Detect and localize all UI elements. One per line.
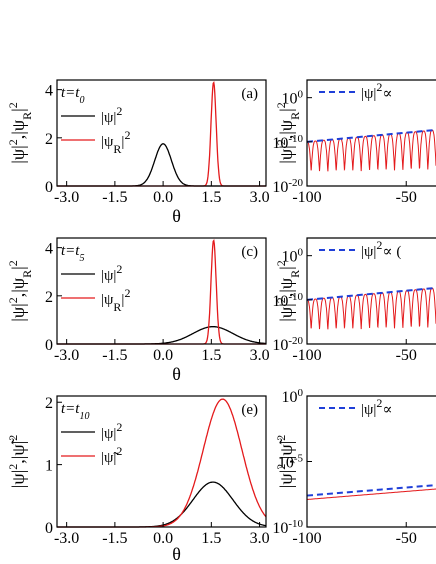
x-tick-label: -50 (396, 530, 417, 547)
y-tick-label: 1 (45, 458, 53, 475)
panel-a: -3.0 -1.5 0.0 1.5 3.0 0 2 4 θ |ψ|2,|ψR|2 t=t0 (a) |ψ… (6, 79, 270, 226)
series-line-psi (57, 481, 267, 528)
x-tick-label: -3.0 (54, 347, 79, 364)
plot-frame (306, 79, 436, 187)
y-tick-label: 0 (45, 179, 53, 196)
legend-label: |ψR|2 (101, 128, 130, 156)
x-tick-label: -100 (292, 189, 321, 206)
y-axis-label: |ψ|2,|ψ̃|2 (6, 435, 28, 489)
x-tick-label: -50 (396, 347, 417, 364)
series-line-red (307, 488, 436, 500)
plot-frame (56, 237, 267, 345)
x-tick-label: -50 (396, 189, 417, 206)
y-tick-label: 0 (45, 337, 53, 354)
x-tick-label: 3.0 (250, 530, 270, 547)
series-line-envelope (306, 286, 436, 301)
x-tick-label: -100 (292, 530, 321, 547)
plot-frame (306, 237, 436, 345)
x-axis-label: θ (172, 544, 181, 564)
y-tick-label: 0 (45, 520, 53, 537)
panel-e: -3.0 -1.5 0.0 1.5 3.0 0 1 2 θ |ψ|2,|ψ̃|2 t=t10 (e) |… (6, 395, 270, 564)
x-tick-label: 1.5 (201, 530, 221, 547)
series-line-red (307, 129, 436, 172)
legend-label: |ψ̃|2 (101, 444, 122, 466)
x-tick-label: 3.0 (250, 347, 270, 364)
x-tick-label: -1.5 (102, 347, 127, 364)
time-label: t=t10 (61, 401, 89, 422)
series-line-envelope (306, 484, 436, 497)
series-line-red (307, 287, 436, 330)
y-axis-label: |ψ|2,|ψR|2 (6, 260, 34, 322)
y-axis-label: |ψ|2,|ψR|2 (274, 260, 302, 322)
x-tick-label: -1.5 (102, 530, 127, 547)
series-line-envelope (306, 128, 436, 143)
x-tick-label: -100 (292, 347, 321, 364)
x-tick-label: 0.0 (153, 347, 173, 364)
time-label: t=t5 (61, 243, 84, 264)
x-tick-label: 1.5 (201, 347, 221, 364)
y-tick-label: 2 (45, 289, 53, 306)
series-line-psi2 (57, 238, 266, 345)
x-axis-label: θ (172, 364, 181, 384)
legend-label: |ψ|2 (101, 262, 122, 284)
x-tick-label: 0.0 (153, 530, 173, 547)
y-axis-label: |ψ|2,|ψR|2 (274, 102, 302, 164)
x-axis-label: θ (172, 206, 181, 226)
x-tick-label: -3.0 (54, 530, 79, 547)
y-tick-label: 4 (45, 241, 53, 258)
panel-tag: (e) (241, 402, 258, 418)
legend-label: |ψ|2∝ (361, 396, 393, 418)
plot-frame (56, 79, 267, 187)
legend-label: |ψ|2∝ (361, 80, 393, 102)
time-label: t=t0 (61, 85, 84, 106)
legend-label: |ψ|2∝ ( (361, 238, 401, 260)
y-tick-label: 2 (45, 395, 53, 412)
x-tick-label: 1.5 (201, 189, 221, 206)
panel-tag: (a) (241, 86, 258, 102)
x-tick-label: -1.5 (102, 189, 127, 206)
panel-tag: (c) (241, 244, 258, 260)
y-tick-label: 4 (45, 83, 53, 100)
series-line-psi (57, 143, 266, 187)
x-tick-label: -3.0 (54, 189, 79, 206)
y-axis-label: |ψ|2,|ψ̃|2 (274, 435, 296, 489)
legend-label: |ψR|2 (101, 286, 130, 314)
series-line-psi (57, 326, 266, 345)
x-tick-label: 0.0 (153, 189, 173, 206)
y-tick-label: 2 (45, 131, 53, 148)
y-tick-label: 100 (282, 387, 304, 406)
plot-frame (56, 395, 267, 528)
series-line-psi2 (57, 80, 266, 187)
y-axis-label: |ψ|2,|ψR|2 (6, 102, 34, 164)
panel-c: -3.0 -1.5 0.0 1.5 3.0 0 2 4 θ |ψ|2,|ψR|2 t=t5 (c) |ψ… (6, 237, 270, 384)
legend-label: |ψ|2 (101, 420, 122, 442)
x-tick-label: 3.0 (250, 189, 270, 206)
legend-label: |ψ|2 (101, 104, 122, 126)
